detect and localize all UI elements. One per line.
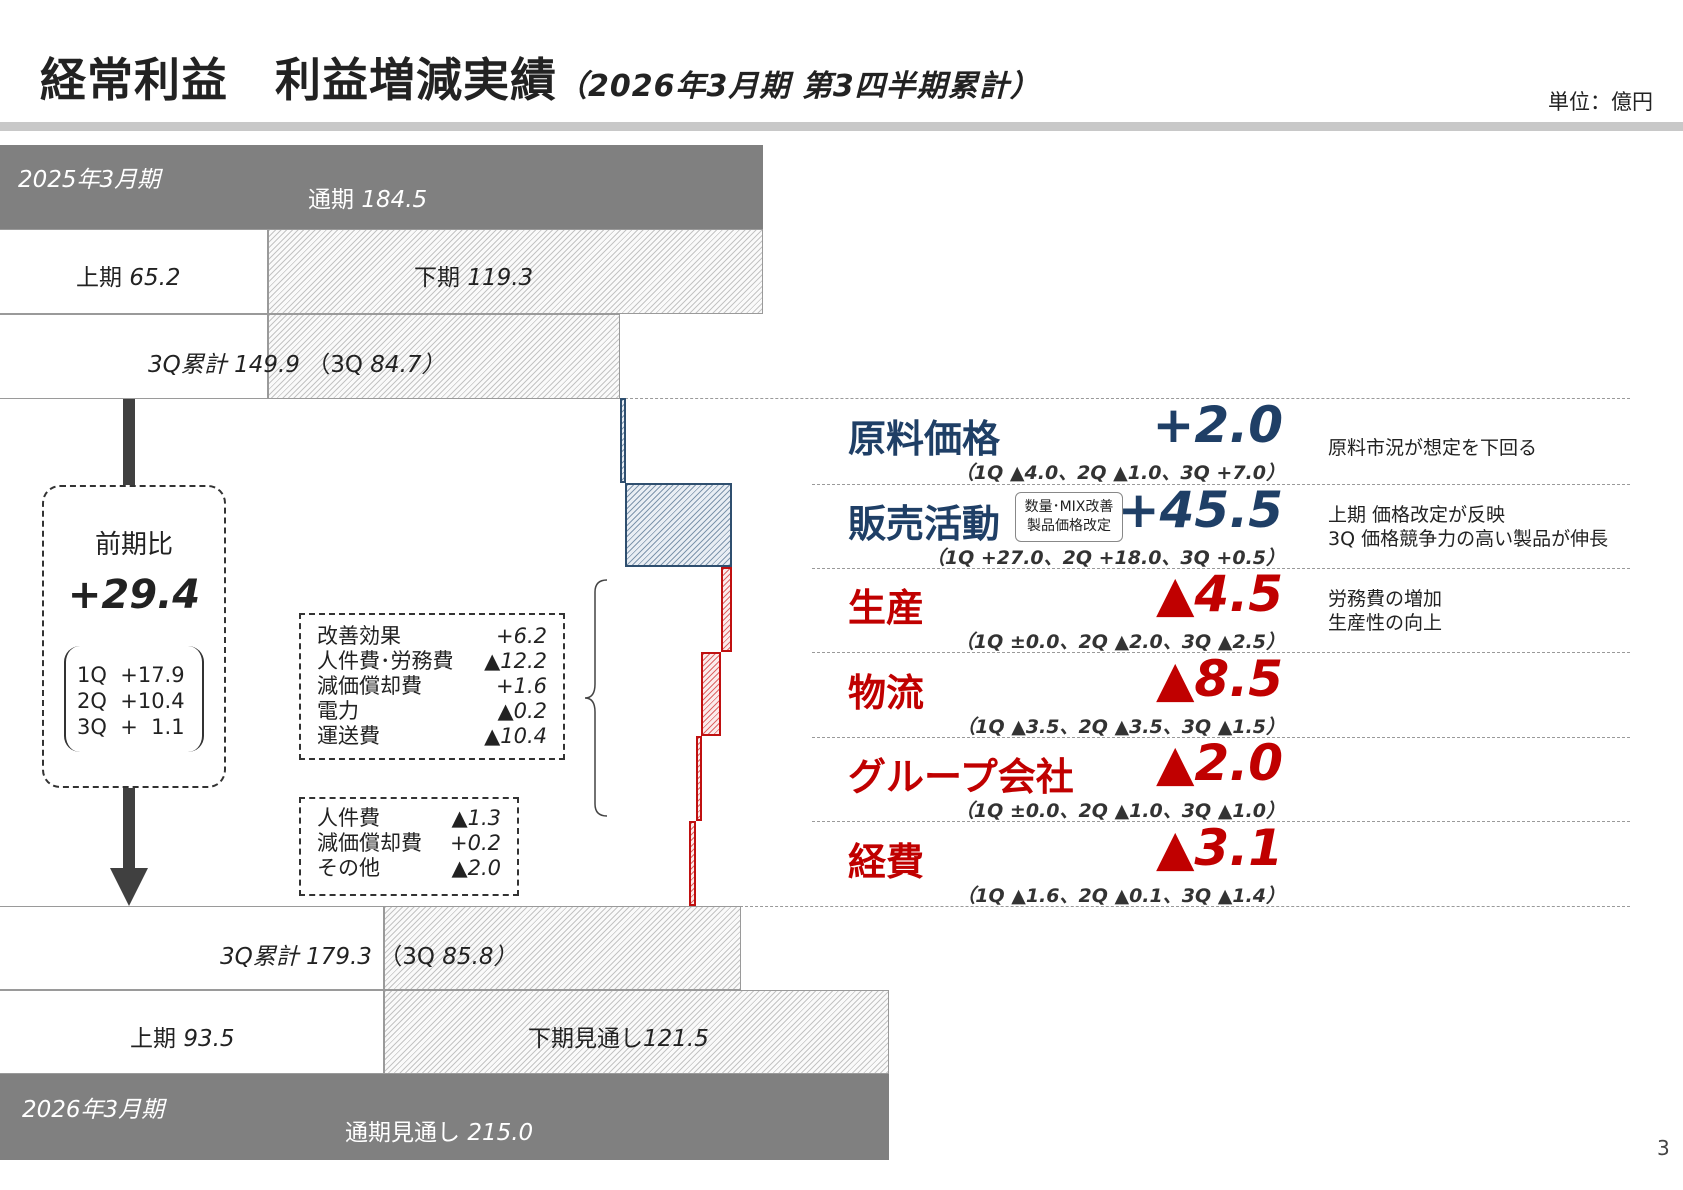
curr-q3-label: 3Q累計 179.3 （3Q 85.8） — [220, 944, 517, 970]
curr-h1-label: 上期 93.5 — [130, 1026, 235, 1052]
curr-h2-bar — [384, 990, 889, 1074]
breakdown-label: その他 — [317, 856, 380, 880]
waterfall-bar — [701, 651, 721, 737]
row-separator — [812, 737, 1630, 738]
step-value: +45.5 — [1117, 480, 1283, 539]
step-note: 原料市況が想定を下回る — [1328, 437, 1538, 459]
breakdown-row: 電力 ▲0.2 — [317, 699, 547, 724]
arrow-shaft-bottom — [123, 788, 135, 868]
breakdown-label: 人件費･労務費 — [317, 649, 454, 673]
yoy-label: 前期比 — [94, 530, 173, 560]
prev-full-bar — [0, 145, 763, 229]
breakdown-row: 運送費 ▲10.4 — [317, 724, 547, 749]
prev-q3-bar — [268, 314, 620, 399]
waterfall-bar — [624, 482, 732, 568]
sales-tag: 数量･MIX改善 製品価格改定 — [1015, 492, 1123, 542]
step-name: 生産 — [848, 586, 925, 631]
expense-breakdown-box: 人件費 ▲1.3 減価償却費 +0.2 その他 ▲2.0 — [299, 797, 519, 896]
step-name: 物流 — [848, 670, 925, 715]
curr-h1-bar — [0, 990, 384, 1074]
step-note: 3Q 価格競争力の高い製品が伸長 — [1328, 527, 1609, 550]
step-name: 経費 — [848, 840, 925, 884]
prev-q3-base — [0, 314, 268, 399]
curr-h2-label: 下期見通し121.5 — [528, 1026, 709, 1052]
breakdown-label: 減価償却費 — [317, 674, 422, 698]
row-separator — [812, 652, 1630, 653]
breakdown-row: 人件費･労務費 ▲12.2 — [317, 649, 547, 674]
prev-h2-label: 下期 119.3 — [414, 265, 534, 291]
curr-q3-base — [0, 906, 384, 990]
breakdown-value: +6.2 — [496, 624, 547, 648]
breakdown-label: 運送費 — [317, 724, 380, 748]
step-quarters: （1Q ±0.0、2Q ▲1.0、3Q ▲1.0） — [954, 800, 1285, 823]
curr-year-label: 2026年3月期 — [22, 1097, 165, 1123]
breakdown-value: ▲12.2 — [484, 649, 547, 673]
breakdown-row: 人件費 ▲1.3 — [317, 806, 501, 831]
step-quarters: （1Q ±0.0、2Q ▲2.0、3Q ▲2.5） — [954, 631, 1285, 654]
step-name: グループ会社 — [848, 755, 1074, 800]
header-rule — [0, 122, 1683, 131]
row-separator — [740, 906, 1630, 907]
curr-q3-bar — [384, 906, 741, 990]
yoy-quarter-item: 2Q +10.4 — [77, 689, 185, 713]
row-separator — [812, 821, 1630, 822]
breakdown-value: ▲1.3 — [451, 806, 501, 830]
step-value: ▲2.0 — [1155, 734, 1283, 793]
breakdown-value: ▲0.2 — [497, 699, 547, 723]
page-title: 経常利益 利益増減実績（2026年3月期 第3四半期累計） — [40, 53, 1041, 107]
step-value: ▲3.1 — [1155, 819, 1283, 877]
step-note: 生産性の向上 — [1328, 612, 1443, 635]
row-separator — [812, 484, 1630, 485]
breakdown-value: ▲10.4 — [484, 724, 547, 748]
step-quarters: （1Q +27.0、2Q +18.0、3Q +0.5） — [925, 546, 1285, 569]
waterfall-bar — [689, 821, 697, 906]
row-separator — [620, 398, 1630, 399]
production-breakdown-box: 改善効果 +6.2 人件費･労務費 ▲12.2 減価償却費 +1.6 電力 ▲0.2 運送費 ▲1… — [299, 613, 565, 760]
step-quarters: （1Q ▲4.0、2Q ▲1.0、3Q +7.0） — [954, 462, 1285, 484]
breakdown-value: +0.2 — [450, 831, 501, 855]
step-name: 原料価格 — [848, 417, 1001, 461]
step-value: +2.0 — [1152, 396, 1283, 454]
breakdown-label: 減価償却費 — [317, 831, 422, 855]
yoy-quarters: 1Q +17.9 2Q +10.4 3Q + 1.1 — [77, 662, 185, 740]
waterfall-bar — [720, 567, 732, 652]
curr-full-label: 通期見通し 215.0 — [345, 1120, 534, 1146]
breakdown-value: ▲2.0 — [451, 856, 501, 880]
step-quarters: （1Q ▲3.5、2Q ▲3.5、3Q ▲1.5） — [956, 715, 1285, 738]
waterfall-bar — [696, 736, 703, 821]
step-note: 労務費の増加 — [1328, 588, 1443, 611]
arrow-down-icon — [110, 868, 148, 906]
curr-full-bar — [0, 1074, 889, 1160]
yoy-quarter-bracket — [64, 646, 204, 752]
step-value: ▲4.5 — [1155, 565, 1283, 624]
prev-full-label: 通期 184.5 — [308, 187, 428, 213]
unit-label: 単位：億円 — [1548, 90, 1653, 114]
row-separator — [812, 568, 1630, 569]
page-subtitle: （2026年3月期 第3四半期累計） — [557, 69, 1041, 104]
breakdown-row: 減価償却費 +0.2 — [317, 831, 501, 856]
breakdown-row: 減価償却費 +1.6 — [317, 674, 547, 699]
waterfall-bar — [620, 398, 626, 483]
step-note: 上期 価格改定が反映 — [1328, 503, 1506, 526]
breakdown-value: +1.6 — [496, 674, 547, 698]
prev-q3-label: 3Q累計 149.9 （3Q 84.7） — [148, 352, 445, 378]
yoy-quarter-item: 3Q + 1.1 — [77, 715, 185, 739]
yoy-value: +29.4 — [67, 572, 201, 618]
step-name: 販売活動 — [848, 501, 1001, 546]
yoy-quarter-item: 1Q +17.9 — [77, 663, 185, 687]
step-quarters: （1Q ▲1.6、2Q ▲0.1、3Q ▲1.4） — [956, 885, 1285, 907]
prev-h1-label: 上期 65.2 — [76, 265, 181, 291]
breakdown-label: 人件費 — [317, 806, 380, 830]
prev-h2-bar — [268, 229, 763, 314]
breakdown-row: 改善効果 +6.2 — [317, 624, 547, 649]
breakdown-row: その他 ▲2.0 — [317, 856, 501, 881]
page-number: 3 — [1657, 1136, 1670, 1160]
prev-year-label: 2025年3月期 — [18, 167, 161, 193]
breakdown-label: 改善効果 — [317, 624, 401, 648]
brace-icon — [584, 579, 608, 817]
arrow-shaft-top — [123, 399, 135, 485]
step-value: ▲8.5 — [1155, 649, 1283, 708]
breakdown-label: 電力 — [317, 699, 359, 723]
prev-h1-bar — [0, 229, 268, 314]
